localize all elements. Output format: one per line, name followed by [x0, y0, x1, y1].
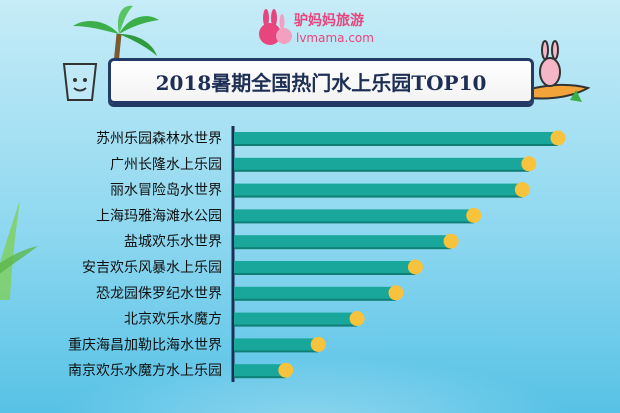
title-banner: 2018暑期全国热门水上乐园TOP10: [108, 58, 534, 104]
category-label: 安吉欢乐风暴水上乐园: [82, 260, 222, 276]
bar: [234, 261, 416, 273]
bar-end-dot: [466, 207, 482, 223]
category-label: 恐龙园侏罗纪水世界: [96, 286, 222, 302]
bar: [234, 235, 452, 248]
bar: [234, 338, 319, 351]
bar-end-dot: [407, 259, 423, 275]
bar: [234, 157, 529, 170]
cup-icon: [62, 63, 98, 101]
category-label: 盐城欢乐水世界: [124, 234, 222, 250]
category-label: 苏州乐园森林水世界: [96, 131, 222, 147]
bar: [234, 132, 558, 144]
brand-logo: 驴妈妈旅游 lvmama.com: [252, 6, 402, 52]
bar-end-dot: [514, 182, 530, 198]
bar: [234, 183, 523, 196]
bar-end-dot: [550, 130, 566, 146]
bar: [234, 286, 396, 299]
category-label: 北京欢乐水魔方: [124, 312, 222, 328]
category-label: 广州长隆水上乐园: [110, 157, 222, 173]
category-label: 南京欢乐水魔方水上乐园: [68, 363, 222, 379]
category-label: 上海玛雅海滩水公园: [96, 208, 222, 224]
bar: [234, 209, 474, 222]
bar-end-dot: [310, 336, 326, 352]
bar-end-dot: [388, 285, 404, 301]
bar: [234, 312, 358, 325]
bar-end-dot: [443, 233, 459, 249]
rabbit-logo-icon: [259, 9, 292, 45]
category-label: 丽水冒险岛水世界: [110, 183, 222, 199]
bar-end-dot: [521, 156, 537, 172]
bar-end-dot: [349, 311, 365, 327]
category-label: 重庆海昌加勒比海水世界: [68, 337, 222, 353]
bar-end-dot: [278, 362, 294, 378]
brand-url: lvmama.com: [296, 31, 374, 45]
surfer-icon: [512, 40, 590, 102]
chart-title: 2018暑期全国热门水上乐园TOP10: [155, 71, 487, 95]
brand-name: 驴妈妈旅游: [294, 13, 364, 29]
plant-icon: [0, 200, 38, 300]
bar: [234, 364, 286, 377]
background-wave: [0, 343, 620, 413]
